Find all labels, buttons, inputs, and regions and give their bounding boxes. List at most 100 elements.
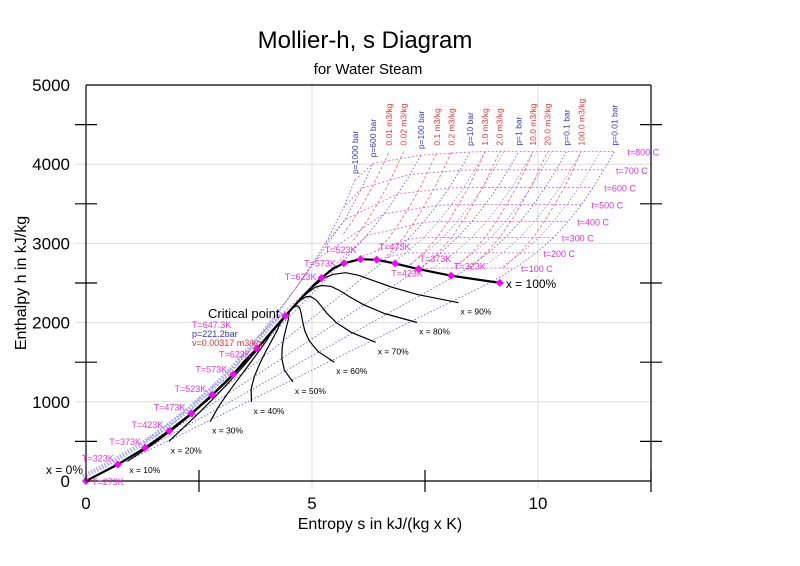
- quality-line: [284, 284, 418, 324]
- quality-line: [250, 315, 286, 402]
- isobar-label: p=600 bar: [368, 119, 378, 158]
- critical-temperature: T=647.3K: [192, 320, 231, 330]
- quality-label: x = 40%: [254, 406, 285, 416]
- temperature-label-vapor: T=373K: [419, 254, 451, 264]
- minor-isobar-line: [500, 151, 601, 269]
- temperature-label-vapor: T=473K: [379, 242, 411, 252]
- temperature-label-vapor: T=523K: [325, 245, 357, 255]
- saturated-vapor-marker: [356, 255, 365, 264]
- isotherm-label: t=400 C: [577, 217, 609, 227]
- isobar-line: [143, 179, 356, 443]
- temperature-label-vapor: T=323K: [454, 262, 486, 272]
- quality-label: x = 30%: [212, 426, 243, 436]
- quality-line: [284, 305, 335, 363]
- saturated-vapor-marker: [317, 274, 326, 283]
- saturated-vapor-marker: [339, 259, 348, 268]
- minor-isobar-line: [395, 151, 486, 261]
- y-tick-label: 0: [61, 472, 70, 491]
- isotherm-label: t=200 C: [543, 249, 575, 259]
- isochore-label: 100.0 m3/kg: [576, 99, 586, 146]
- axes: 0 1000 2000 3000 4000 5000 0 5 10: [32, 76, 662, 513]
- critical-point-marker: [281, 311, 290, 320]
- isochore-line: [455, 151, 534, 269]
- isobar-label: p=100 bar: [416, 110, 426, 149]
- property-mesh: [82, 151, 615, 480]
- isochore-label: 0.2 m3/kg: [447, 108, 457, 146]
- isotherm-line: [293, 204, 582, 292]
- saturation-lines: [82, 255, 504, 485]
- quality-0-label: x = 0%: [46, 463, 83, 477]
- quality-label: x = 20%: [171, 445, 202, 455]
- isochore-line: [352, 151, 404, 241]
- isotherm-line: [418, 267, 515, 270]
- chart-title: Mollier-h, s Diagram: [258, 27, 473, 54]
- isotherm-line: [376, 252, 537, 261]
- saturated-vapor-marker: [495, 278, 504, 287]
- saturated-liquid-marker: [208, 390, 217, 399]
- critical-volume: v=0.00317 m3/kg: [192, 338, 261, 348]
- critical-point-label: Critical point: [208, 306, 280, 321]
- isobar-line: [144, 155, 422, 448]
- temperature-label-vapor: T=573K: [304, 258, 336, 268]
- y-tick-label: 4000: [32, 155, 70, 174]
- isobar-label: p=1 bar: [514, 116, 524, 145]
- isotherm-label: t=100 C: [521, 264, 553, 274]
- isochore-line: [469, 151, 549, 269]
- temperature-label-liquid: T=273K: [92, 477, 124, 487]
- isotherm-line: [343, 169, 604, 209]
- quality-label: x = 60%: [336, 366, 367, 376]
- isobar-label: p=1000 bar: [350, 131, 360, 174]
- saturated-liquid-marker: [113, 460, 122, 469]
- isochore-label: 20.0 m3/kg: [543, 103, 553, 145]
- isobar-line: [115, 151, 567, 467]
- quality-label: x = 90%: [460, 307, 491, 317]
- y-tick-label: 2000: [32, 314, 70, 333]
- temperature-label-liquid: T=573K: [195, 364, 227, 374]
- isochore-line: [503, 151, 582, 269]
- saturated-liquid-marker: [165, 426, 174, 435]
- isochore-label: 0.01 m3/kg: [384, 103, 394, 145]
- isobar-label: p=10 bar: [465, 112, 475, 146]
- isochore-label: 10.0 m3/kg: [528, 103, 538, 145]
- quality-100-label: x = 100%: [506, 277, 557, 291]
- isochore-label: 0.02 m3/kg: [399, 103, 409, 145]
- isotherm-label: t=500 C: [591, 201, 623, 211]
- saturated-vapor-marker: [391, 259, 400, 268]
- saturated-liquid-marker: [229, 370, 238, 379]
- saturated-liquid-marker: [187, 409, 196, 418]
- isochore-line: [386, 151, 452, 257]
- x-tick-label: 5: [307, 494, 316, 513]
- saturated-vapor-marker: [447, 271, 456, 280]
- isochore-label: 2.0 m3/kg: [495, 108, 505, 146]
- minor-isobar-line: [451, 151, 553, 269]
- saturated-vapor-marker: [372, 255, 381, 264]
- temperature-label-vapor: T=623K: [285, 272, 317, 282]
- temperature-label-liquid: T=523K: [174, 384, 206, 394]
- quality-label: x = 70%: [378, 346, 409, 356]
- saturated-liquid-marker: [141, 443, 150, 452]
- minor-isobar-line: [480, 151, 582, 269]
- isotherm-label: t=600 C: [604, 183, 636, 193]
- isotherm-label: t=800 C: [627, 148, 659, 158]
- isobar-label: p=0.1 bar: [561, 109, 571, 145]
- chart-subtitle: for Water Steam: [314, 61, 423, 78]
- isochore-label: 1.0 m3/kg: [480, 108, 490, 146]
- y-tick-label: 5000: [32, 76, 70, 95]
- isotherm-line: [354, 151, 615, 181]
- isochore-line: [410, 151, 486, 266]
- critical-pressure: p=221.2bar: [192, 329, 238, 339]
- x-tick-label: 10: [529, 494, 548, 513]
- isotherm-line: [257, 220, 569, 338]
- saturated-vapor-marker: [414, 265, 423, 274]
- isochore-line: [343, 151, 390, 235]
- minor-isobar-line: [409, 151, 505, 265]
- chart-labels: 0.01 m3/kg 0.02 m3/kg 0.1 m3/kg 0.2 m3/kg 1.…: [46, 99, 660, 487]
- y-tick-label: 1000: [32, 393, 70, 412]
- isochore-label: 0.1 m3/kg: [432, 108, 442, 146]
- temperature-label-vapor: T=423K: [391, 269, 423, 279]
- temperature-label-liquid: T=423K: [131, 420, 163, 430]
- y-axis-label: Enthalpy h in kJ/kg: [13, 216, 30, 350]
- temperature-label-liquid: T=323K: [82, 453, 114, 463]
- temperature-label-liquid: T=373K: [109, 437, 141, 447]
- y-tick-label: 3000: [32, 234, 70, 253]
